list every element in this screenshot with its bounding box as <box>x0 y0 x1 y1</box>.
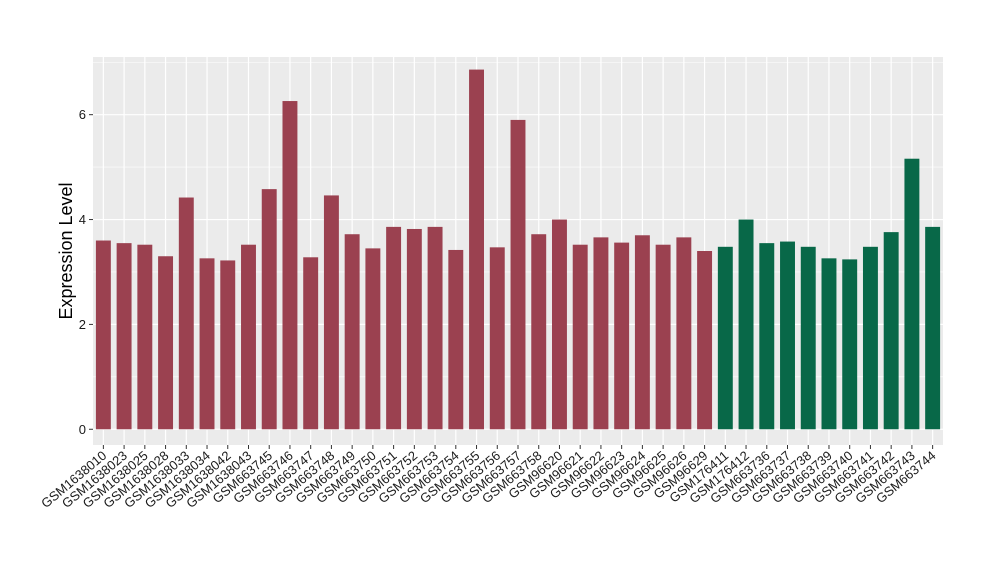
bar <box>572 244 588 430</box>
bar <box>634 235 650 430</box>
y-tick-label: 4 <box>79 212 86 227</box>
bar <box>614 242 630 430</box>
bar <box>717 246 733 430</box>
bar <box>199 258 215 430</box>
y-axis-title: Expression Level <box>56 182 76 319</box>
bar <box>531 234 547 430</box>
bar <box>469 69 484 430</box>
bar <box>448 249 464 430</box>
x-axis: GSM1638010GSM1638023GSM1638025GSM1638028… <box>38 445 939 511</box>
y-tick-label: 6 <box>79 107 86 122</box>
y-axis: 0 2 4 6 <box>79 107 93 437</box>
bar <box>738 219 754 430</box>
bar <box>241 244 256 430</box>
bar <box>904 158 920 430</box>
bar <box>323 195 339 430</box>
bar <box>386 226 402 430</box>
bar <box>137 244 153 430</box>
bar <box>344 234 360 430</box>
bar <box>510 119 526 430</box>
bar <box>552 219 567 430</box>
bar <box>800 246 816 430</box>
bar <box>925 226 941 430</box>
bar <box>116 243 132 430</box>
bar <box>303 257 319 430</box>
bar <box>759 243 775 430</box>
bar <box>220 260 236 430</box>
bar <box>406 228 422 430</box>
bar <box>261 189 277 430</box>
bar <box>676 237 692 430</box>
y-tick-label: 2 <box>79 317 86 332</box>
bar <box>365 248 381 430</box>
bar <box>489 247 505 430</box>
bar <box>883 232 899 430</box>
bar <box>95 240 111 430</box>
bar <box>862 246 878 430</box>
bars <box>95 69 941 430</box>
bar <box>282 101 298 430</box>
bar <box>158 256 174 430</box>
bar <box>593 237 609 430</box>
bar <box>821 258 837 430</box>
bar <box>655 244 671 430</box>
bar <box>178 197 194 430</box>
y-tick-label: 0 <box>79 422 86 437</box>
bar <box>697 251 713 430</box>
bar <box>427 226 443 430</box>
bar <box>780 241 795 430</box>
bar <box>842 259 858 430</box>
